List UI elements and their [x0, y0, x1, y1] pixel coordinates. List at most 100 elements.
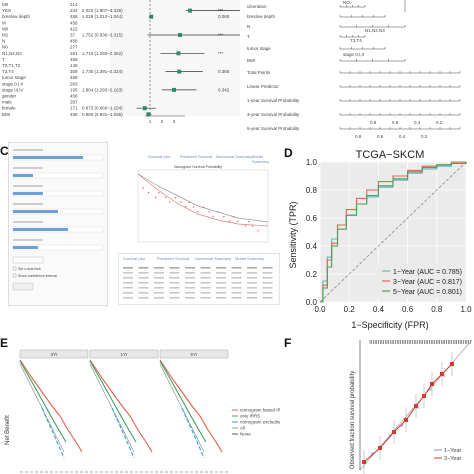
dca-panel: Net Benefit 3Yr1Yr5Yrnomogram based IRRS…: [0, 330, 280, 474]
nomogram-tick-label: stage 0,I,II: [343, 52, 364, 57]
shiny-km-point: [203, 207, 204, 208]
shiny-table-cell: [247, 267, 257, 269]
shiny-km-point: [148, 192, 149, 193]
nomogram-row-label: ulceration: [247, 4, 267, 9]
forest-axis-tick: 3: [173, 119, 176, 124]
shiny-table-cell: [185, 282, 195, 284]
roc-xtick-label: 1.0: [460, 305, 472, 314]
shiny-table-cell: [232, 292, 242, 294]
shiny-table-cell: [201, 297, 211, 299]
shiny-plot-frame: [138, 170, 268, 242]
dca-ylabel: Net Benefit: [5, 415, 11, 445]
shiny-table-cell: [170, 297, 180, 299]
forest-row-n: 458: [70, 112, 78, 117]
shiny-tab-survival-plot[interactable]: Survival plot: [148, 154, 170, 159]
forest-pvalue: ***: [218, 8, 224, 13]
calib-1year-point: ×: [370, 451, 374, 458]
shiny-table-cell: [247, 292, 257, 294]
shiny-table-cell: [185, 297, 195, 299]
shiny-km-point: [165, 197, 166, 198]
shiny-km-point: [180, 202, 181, 203]
shiny-tab-predicted-survival[interactable]: Predicted Survival: [180, 154, 212, 159]
shiny-sidebar-controls: Set x-axis limitShow confidence interval: [9, 143, 109, 307]
shiny-table-cell: [232, 277, 242, 279]
shiny-km-point: [248, 221, 249, 222]
forest-row-n: 214: [70, 2, 78, 7]
nomogram-surv-tick: 0.2: [436, 120, 443, 125]
forest-row-name: YES: [2, 8, 11, 13]
shiny-table-cell: [154, 292, 164, 294]
forest-row-hr: 1.026 (1.013~1.044): [82, 14, 123, 19]
nomogram-row-label: BMI: [247, 58, 255, 63]
calib-3year-point: [362, 460, 366, 464]
shiny-tab-numerical-summary[interactable]: Numerical Summary: [216, 154, 252, 159]
calib-3year-point: [392, 430, 396, 434]
calib-legend-label: 3−Year: [444, 456, 462, 462]
shiny-table: Survival plot Predicted Survival Numeric…: [118, 253, 280, 305]
forest-row-hr: 0.873 (0.660~1.154): [82, 106, 123, 111]
roc-ytick-label: 0.2: [306, 270, 318, 279]
dca-nomogram-irrs-curve: [20, 360, 82, 452]
forest-row-n: 309: [70, 69, 78, 74]
calib-3year-point: [422, 394, 426, 398]
roc-panel: TCGA−SKCM 1−Specificity (FPR) Sensitivit…: [284, 140, 474, 334]
nomogram-row-label: N: [247, 24, 250, 29]
shiny-table-cell: [247, 277, 257, 279]
shiny-table-cell: [201, 272, 211, 274]
forest-row-name: T3,T4: [2, 69, 14, 74]
calib-3year-point: [450, 362, 454, 366]
shiny-table-tab-4[interactable]: Model Summary: [235, 256, 264, 261]
shiny-table-cell: [216, 282, 226, 284]
shiny-km-point: [223, 216, 224, 217]
shiny-table-cell: [201, 287, 211, 289]
shiny-km-point: [233, 216, 234, 217]
roc-xtick-label: 0.6: [402, 305, 414, 314]
shiny-table-cell: [123, 272, 133, 274]
calibration-chart: Observed fraction survival probability ×…: [284, 330, 474, 474]
shiny-km-point: [217, 211, 218, 212]
forest-point: [143, 106, 147, 110]
shiny-table-cell: [139, 287, 149, 289]
calib-1year-point: ×: [388, 433, 392, 440]
shiny-table-cell: [247, 272, 257, 274]
shiny-km-curve-red: [138, 174, 268, 226]
shiny-km-point: [213, 216, 214, 217]
nomogram: ulceration breslow depth NTtumor stage BMI T…: [245, 0, 474, 140]
shiny-slider-fill: [13, 192, 43, 195]
shiny-table-tab-1[interactable]: Survival plot: [123, 256, 145, 261]
forest-row-hr: 0.960 (0.931~1.036): [82, 112, 123, 117]
shiny-table-cell: [185, 267, 195, 269]
shiny-table-tab-2[interactable]: Predicted Survival: [157, 256, 189, 261]
shiny-table-cell: [216, 277, 226, 279]
shiny-table-cell: [170, 287, 180, 289]
shiny-table-cell: [263, 267, 273, 269]
dca-facet-label: 1Yr: [120, 352, 128, 357]
shiny-slider-fill: [13, 246, 38, 249]
dca-nomogram-irrs-curve: [90, 360, 152, 452]
nomogram-row-label: Linear Predictor: [247, 84, 279, 89]
shiny-km-point: [143, 187, 144, 188]
nomogram-surv-tick: 0.8: [355, 134, 362, 139]
forest-row-n: 287: [70, 100, 78, 105]
shiny-table-cell: [216, 287, 226, 289]
shiny-table-cell: [263, 277, 273, 279]
forest-point: [176, 51, 180, 55]
roc-title: TCGA−SKCM: [356, 149, 425, 161]
shiny-table-cell: [232, 297, 242, 299]
shiny-km-point: [175, 197, 176, 198]
shiny-table-cell: [263, 292, 273, 294]
nomogram-surv-tick: 0.2: [421, 134, 428, 139]
forest-row-name: stage 0,I,II: [2, 81, 23, 86]
forest-plot: M0 214 YES 244 2.023 (1.907~3.336) breslow de…: [0, 0, 240, 125]
shiny-table-cell: [123, 287, 133, 289]
forest-axis-tick: 2: [161, 119, 164, 124]
shiny-table-cell: [154, 272, 164, 274]
forest-row-hr: 1.735 (1.391~2.324): [82, 69, 123, 74]
shiny-table-tab-3[interactable]: Numerical Summary: [195, 256, 231, 261]
forest-row-hr: 1.710 (1.260~2.362): [82, 51, 123, 56]
shiny-checkbox-label: Show confidence interval: [18, 274, 57, 278]
shiny-table-cell: [216, 292, 226, 294]
shiny-table-cell: [170, 277, 180, 279]
roc-ytick-label: 0.4: [306, 242, 318, 251]
nomogram-row-label: 5-year Survival Probability: [247, 126, 300, 131]
